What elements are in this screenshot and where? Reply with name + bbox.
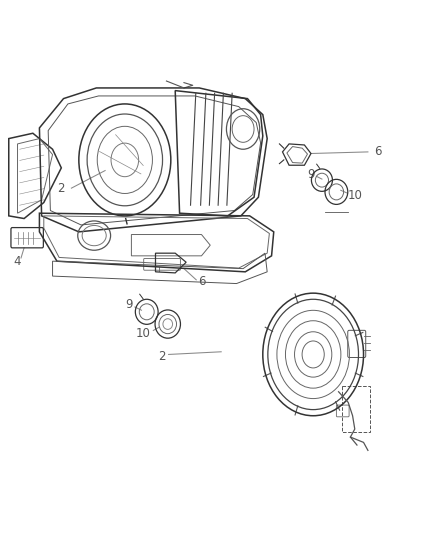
Text: 4: 4 [13, 255, 21, 268]
Text: 6: 6 [374, 146, 381, 158]
Text: 10: 10 [136, 327, 151, 340]
Text: 6: 6 [198, 275, 205, 288]
Text: 9: 9 [307, 168, 315, 181]
Text: 2: 2 [57, 182, 65, 195]
Text: 9: 9 [125, 298, 133, 311]
Text: 10: 10 [347, 189, 362, 202]
Text: 2: 2 [158, 350, 166, 362]
